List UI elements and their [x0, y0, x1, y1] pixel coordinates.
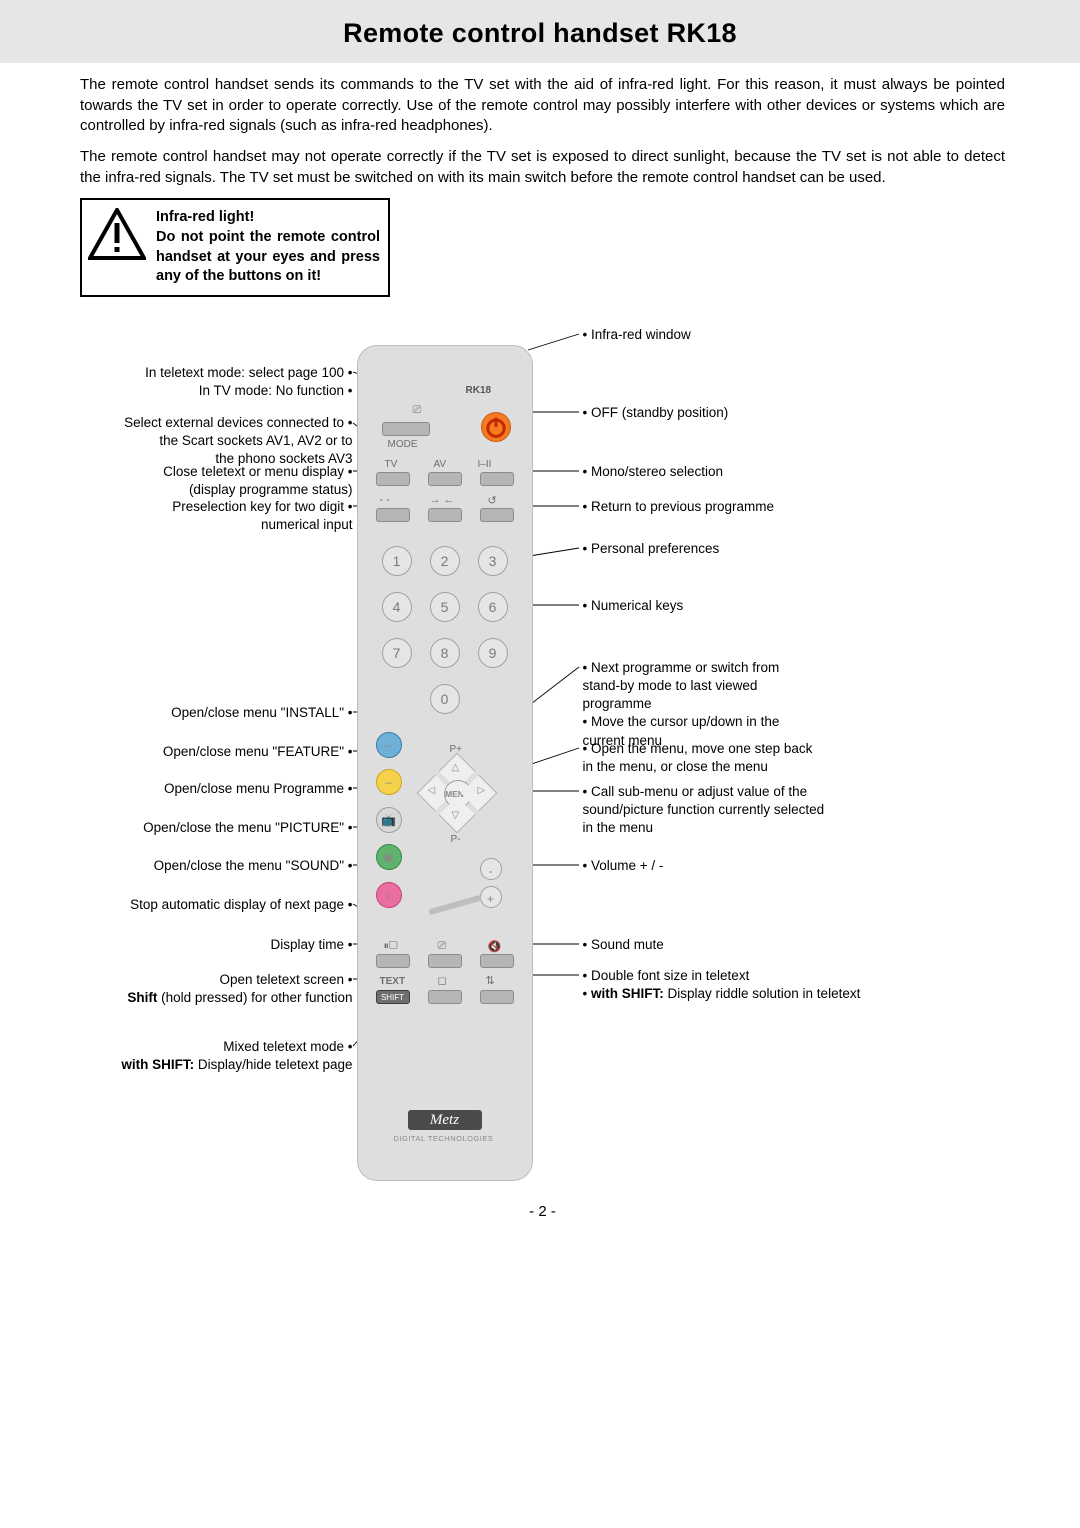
title-bar: Remote control handset RK18 — [0, 0, 1080, 63]
return-button — [480, 508, 514, 522]
num-7: 7 — [382, 638, 412, 668]
tv-label: TV — [385, 459, 398, 470]
av-button — [428, 472, 462, 486]
left-label-13b: with SHIFT: Display/hide teletext page — [121, 1057, 352, 1072]
feature-button: – — [376, 769, 402, 795]
left-label-13: Mixed teletext mode •with SHIFT: Display… — [121, 1038, 352, 1074]
left-label-12: Open teletext screen •Shift (hold presse… — [127, 971, 352, 1007]
num-5: 5 — [430, 592, 460, 622]
right-label-12b: • with SHIFT: Display riddle solution in… — [583, 986, 861, 1001]
model-label: RK18 — [466, 385, 492, 396]
num-4: 4 — [382, 592, 412, 622]
left-label-9: Open/close the menu "SOUND" • — [154, 857, 353, 875]
picture-button: ◉ — [376, 844, 402, 870]
pminus-label: P- — [451, 834, 461, 845]
install-button: – — [376, 732, 402, 758]
double-font-button — [480, 990, 514, 1004]
right-label-9: • Call sub-menu or adjust value of the s… — [583, 783, 825, 838]
num-3: 3 — [478, 546, 508, 576]
page-number: - 2 - — [80, 1203, 1005, 1220]
page-title: Remote control handset RK18 — [0, 18, 1080, 49]
iii-label: I–II — [478, 459, 492, 470]
power-button — [481, 412, 511, 442]
num-2: 2 — [430, 546, 460, 576]
left-label-6: Open/close menu "FEATURE" • — [163, 743, 353, 761]
right-label-2: • OFF (standby position) — [583, 404, 729, 422]
left-label-1: In teletext mode: select page 100 •In TV… — [145, 364, 352, 400]
mixed-teletext-button — [428, 990, 462, 1004]
left-label-8: Open/close the menu "PICTURE" • — [143, 819, 352, 837]
num-9: 9 — [478, 638, 508, 668]
shift-button: SHIFT — [376, 990, 410, 1004]
left-label-7: Open/close menu Programme • — [164, 780, 353, 798]
iii-button — [480, 472, 514, 486]
right-label-10: • Volume + / - — [583, 857, 664, 875]
right-label-11: • Sound mute — [583, 936, 664, 954]
content-area: The remote control handset sends its com… — [0, 63, 1080, 1250]
right-label-3: • Mono/stereo selection — [583, 463, 724, 481]
brand-subtitle: DIGITAL TECHNOLOGIES — [394, 1134, 494, 1143]
remote-diagram: RK18 ⎚ MODE TV AV I–II - - → ← ↺ — [83, 315, 1003, 1195]
warning-line-1: Infra-red light! — [156, 208, 380, 228]
right-label-5: • Personal preferences — [583, 540, 720, 558]
mode-button — [382, 422, 430, 436]
right-label-1: • Infra-red window — [583, 326, 691, 344]
intro-paragraph-2: The remote control handset may not opera… — [80, 147, 1005, 188]
mode-label: MODE — [388, 439, 418, 450]
stop-next-button — [376, 954, 410, 968]
av-label: AV — [434, 459, 447, 470]
left-label-3: Close teletext or menu display •(display… — [163, 463, 352, 499]
display-time-button — [428, 954, 462, 968]
right-label-12: • Double font size in teletext• with SHI… — [583, 967, 861, 1003]
left-label-5: Open/close menu "INSTALL" • — [171, 704, 352, 722]
num-8: 8 — [430, 638, 460, 668]
right-label-8: • Open the menu, move one step back in t… — [583, 740, 813, 776]
preselect-button — [376, 508, 410, 522]
programme-button: 📺 — [376, 807, 402, 833]
num-0: 0 — [430, 684, 460, 714]
arrows-button — [428, 508, 462, 522]
mute-button — [480, 954, 514, 968]
left-label-10: Stop automatic display of next page • — [130, 896, 352, 914]
text-label: TEXT — [380, 976, 406, 987]
left-label-11: Display time • — [271, 936, 353, 954]
left-label-2: Select external devices connected to •th… — [124, 414, 352, 469]
warning-text: Infra-red light! Do not point the remote… — [156, 208, 380, 286]
num-6: 6 — [478, 592, 508, 622]
right-label-6: • Numerical keys — [583, 597, 684, 615]
warning-icon — [88, 208, 146, 286]
num-1: 1 — [382, 546, 412, 576]
warning-box: Infra-red light! Do not point the remote… — [80, 198, 390, 296]
right-label-4: • Return to previous programme — [583, 498, 775, 516]
tv-button — [376, 472, 410, 486]
right-label-7: • Next programme or switch from stand-by… — [583, 659, 780, 750]
warning-line-2: Do not point the remote control handset … — [156, 228, 380, 287]
left-label-4: Preselection key for two digit •numerica… — [172, 498, 352, 534]
sound-button: ♪ — [376, 882, 402, 908]
intro-paragraph-1: The remote control handset sends its com… — [80, 75, 1005, 137]
brand-logo: Metz — [408, 1110, 482, 1130]
left-label-12b: Shift (hold pressed) for other function — [127, 990, 352, 1005]
remote-handset: RK18 ⎚ MODE TV AV I–II - - → ← ↺ — [357, 345, 533, 1181]
